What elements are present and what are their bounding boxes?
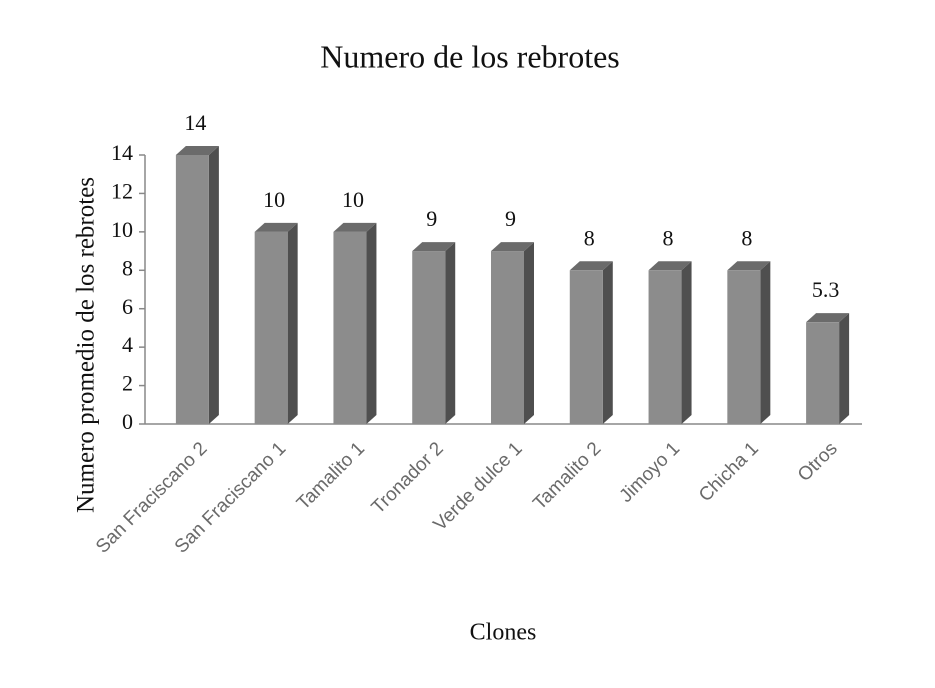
bar [648,270,682,424]
data-label: 5.3 [812,277,840,302]
chart-title: Numero de los rebrotes [320,38,619,74]
y-tick-label: 12 [111,178,133,203]
bar [727,270,761,424]
bar-top [569,261,613,271]
bar-side [681,261,692,424]
bar-side [445,242,456,424]
bar-top [254,222,298,232]
data-label: 9 [426,206,437,231]
y-tick-label: 6 [122,294,133,319]
x-tick-label: Tronador 2 [368,438,448,518]
data-label: 8 [663,225,674,250]
x-tick-label: Tamalito 2 [529,438,605,514]
data-label: 14 [184,110,206,135]
bar-top [648,261,692,271]
x-axis-label: Clones [470,620,537,646]
bar [175,155,209,424]
y-tick-label: 10 [111,217,133,242]
bar [254,231,288,424]
bar [491,251,524,424]
bar-top [491,242,534,252]
y-tick-label: 0 [122,409,133,434]
data-label: 8 [741,225,752,250]
bar [412,251,446,424]
bar-side [208,146,219,424]
data-label: 10 [342,187,364,212]
bar-top [175,146,219,155]
x-tick-label: Otros [794,438,842,486]
y-tick-label: 8 [122,255,133,280]
x-tick-label: Tamalito 1 [293,438,369,514]
bar-side [366,222,377,424]
data-label: 10 [263,187,285,212]
bar-top [412,242,456,252]
y-tick-label: 4 [122,332,133,357]
bar-side [760,261,771,424]
bar-top [806,313,850,323]
x-tick-label: Jimoyo 1 [616,438,685,507]
data-label: 9 [505,206,516,231]
bar-side [602,261,613,424]
data-label: 8 [584,225,595,250]
bar-top [727,261,771,271]
bar [806,322,840,424]
bar-side [839,313,850,424]
y-tick-label: 2 [122,371,133,396]
y-axis-label: Numero promedio de los rebrotes [73,177,100,513]
y-tick-label: 14 [111,140,133,165]
bar-side [524,242,534,424]
bar-top [333,222,377,232]
bar [333,231,367,424]
x-tick-label: Chicha 1 [695,438,763,506]
bar-side [287,222,298,424]
bar [569,270,603,424]
